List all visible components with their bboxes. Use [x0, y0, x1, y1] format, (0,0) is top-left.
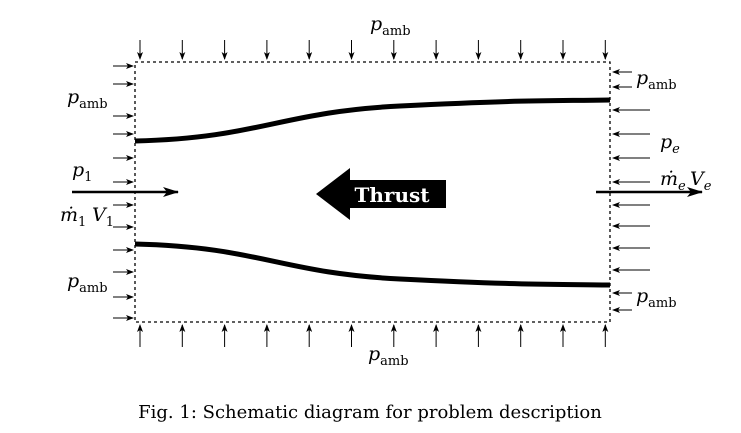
label: ṁ1: [60, 204, 86, 230]
subscript: e: [704, 179, 712, 194]
symbol: ṁ: [60, 204, 78, 226]
label: pamb: [368, 343, 409, 369]
subscript: amb: [648, 296, 676, 311]
subscript: amb: [648, 78, 676, 93]
nozzle-lower-wall: [134, 241, 611, 288]
label: pamb: [636, 67, 677, 93]
subscript: 1: [78, 215, 86, 230]
symbol: ṁ: [660, 168, 678, 190]
thrust-arrow: [316, 168, 446, 220]
label: pamb: [67, 270, 108, 296]
symbol: p: [370, 13, 382, 35]
symbol: p: [636, 285, 648, 307]
label: pamb: [636, 285, 677, 311]
symbol: V: [690, 168, 706, 190]
symbol: p: [72, 159, 84, 181]
label: pamb: [370, 13, 411, 39]
label: p1: [72, 159, 92, 185]
label: ṁe: [660, 168, 686, 194]
symbol: p: [660, 131, 672, 153]
caption: Fig. 1: Schematic diagram for problem de…: [138, 402, 602, 423]
symbol: V: [92, 204, 108, 226]
pressure-arrows: [113, 40, 650, 347]
symbol: p: [67, 86, 79, 108]
subscript: amb: [382, 24, 410, 39]
symbol: p: [636, 67, 648, 89]
nozzle-upper-wall: [134, 97, 611, 144]
subscript: amb: [79, 281, 107, 296]
label: pe: [660, 131, 680, 157]
subscript: e: [672, 142, 680, 157]
symbol: p: [67, 270, 79, 292]
subscript: 1: [84, 170, 92, 185]
label: V1: [92, 204, 114, 230]
symbol: p: [368, 343, 380, 365]
subscript: amb: [380, 354, 408, 369]
subscript: 1: [106, 215, 114, 230]
label: pamb: [67, 86, 108, 112]
thrust-label: Thrust: [355, 183, 431, 207]
subscript: amb: [79, 97, 107, 112]
subscript: e: [678, 179, 686, 194]
label: Ve: [690, 168, 712, 194]
